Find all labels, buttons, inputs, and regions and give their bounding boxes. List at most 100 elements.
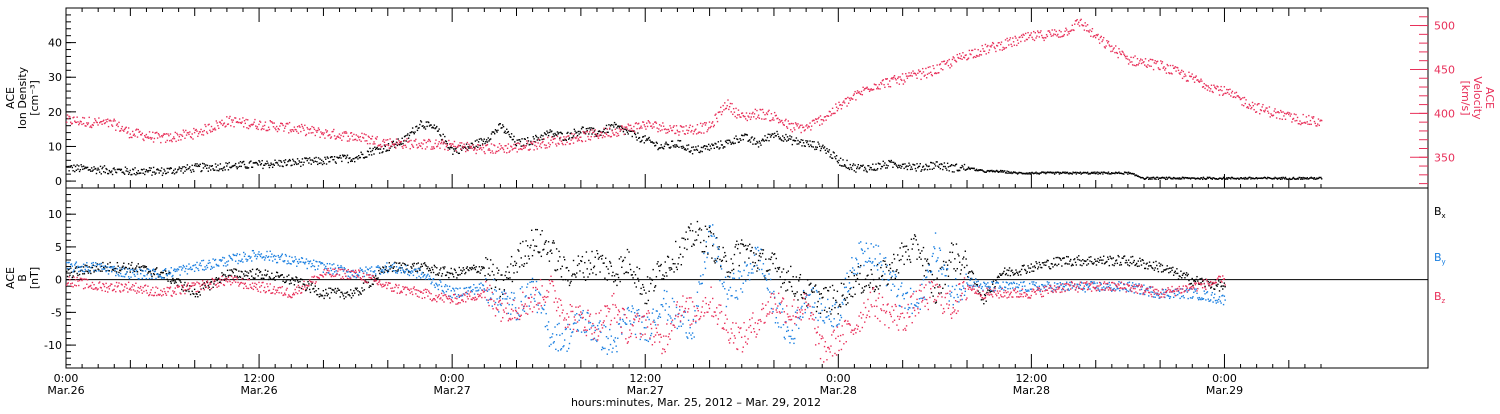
velocity-point (162, 136, 163, 137)
density-point (786, 140, 787, 141)
Bx-point (700, 242, 701, 243)
Bx-point (1111, 258, 1112, 259)
density-point (901, 166, 902, 167)
density-point (848, 167, 849, 168)
Bx-point (961, 269, 962, 270)
velocity-point (888, 86, 889, 87)
velocity-point (589, 131, 590, 132)
Bx-point (271, 273, 272, 274)
density-point (907, 169, 908, 170)
density-point (959, 170, 960, 171)
density-point (402, 143, 403, 144)
velocity-point (1047, 36, 1048, 37)
density-point (512, 139, 513, 140)
velocity-point (254, 119, 255, 120)
Bx-point (957, 253, 958, 254)
velocity-point (575, 138, 576, 139)
Bx-point (1048, 266, 1049, 267)
velocity-point (216, 122, 217, 123)
Bx-point (884, 261, 885, 262)
velocity-point (685, 133, 686, 134)
Bx-point (1143, 263, 1144, 264)
velocity-point (922, 68, 923, 69)
Bx-point (503, 280, 504, 281)
velocity-point (636, 128, 637, 129)
velocity-point (852, 98, 853, 99)
velocity-point (1036, 35, 1037, 36)
b-tick-label: -5 (51, 306, 62, 319)
density-point (282, 166, 283, 167)
density-point (179, 168, 180, 169)
Bx-point (330, 288, 331, 289)
density-point (424, 126, 425, 127)
Bx-point (514, 261, 515, 262)
density-point (605, 128, 606, 129)
velocity-point (184, 138, 185, 139)
density-point (407, 133, 408, 134)
velocity-point (558, 143, 559, 144)
density-point (899, 165, 900, 166)
velocity-point (1317, 123, 1318, 124)
velocity-point (197, 136, 198, 137)
Bx-point (537, 229, 538, 230)
Bx-point (378, 270, 379, 271)
velocity-point (492, 150, 493, 151)
By-point (72, 271, 73, 272)
velocity-point (615, 129, 616, 130)
velocity-point (151, 137, 152, 138)
velocity-point (1109, 44, 1110, 45)
density-point (482, 143, 483, 144)
Bx-point (846, 304, 847, 305)
By-point (69, 268, 70, 269)
velocity-point (542, 141, 543, 142)
Bx-point (243, 273, 244, 274)
velocity-point (661, 125, 662, 126)
density-point (496, 130, 497, 131)
Bx-point (475, 266, 476, 267)
By-point (114, 270, 115, 271)
density-point (277, 162, 278, 163)
Bx-point (190, 294, 191, 295)
velocity-point (189, 131, 190, 132)
velocity-point (263, 128, 264, 129)
Bx-point (781, 271, 782, 272)
velocity-point (356, 134, 357, 135)
velocity-point (1229, 89, 1230, 90)
velocity-point (384, 142, 385, 143)
By-point (187, 273, 188, 274)
density-point (1245, 177, 1246, 178)
density-point (717, 146, 718, 147)
velocity-point (1270, 116, 1271, 117)
Bx-point (229, 275, 230, 276)
velocity-point (331, 136, 332, 137)
density-point (406, 135, 407, 136)
Bx-point (790, 266, 791, 267)
Bx-point (734, 254, 735, 255)
velocity-point (1219, 94, 1220, 95)
Bx-point (722, 260, 723, 261)
Bx-point (955, 270, 956, 271)
velocity-point (344, 133, 345, 134)
density-point (846, 160, 847, 161)
density-point (1206, 178, 1207, 179)
Bx-point (932, 274, 933, 275)
velocity-point (385, 139, 386, 140)
velocity-point (1163, 66, 1164, 67)
density-point (581, 128, 582, 129)
By-point (278, 257, 279, 258)
density-point (656, 143, 657, 144)
velocity-point (509, 150, 510, 151)
Bx-point (793, 293, 794, 294)
density-point (644, 142, 645, 143)
velocity-point (551, 136, 552, 137)
density-point (174, 173, 175, 174)
Bx-point (432, 269, 433, 270)
Bx-point (1100, 257, 1101, 258)
velocity-point (363, 137, 364, 138)
velocity-point (253, 122, 254, 123)
velocity-point (415, 139, 416, 140)
Bx-point (909, 259, 910, 260)
density-point (701, 147, 702, 148)
velocity-point (169, 140, 170, 141)
velocity-point (1121, 54, 1122, 55)
